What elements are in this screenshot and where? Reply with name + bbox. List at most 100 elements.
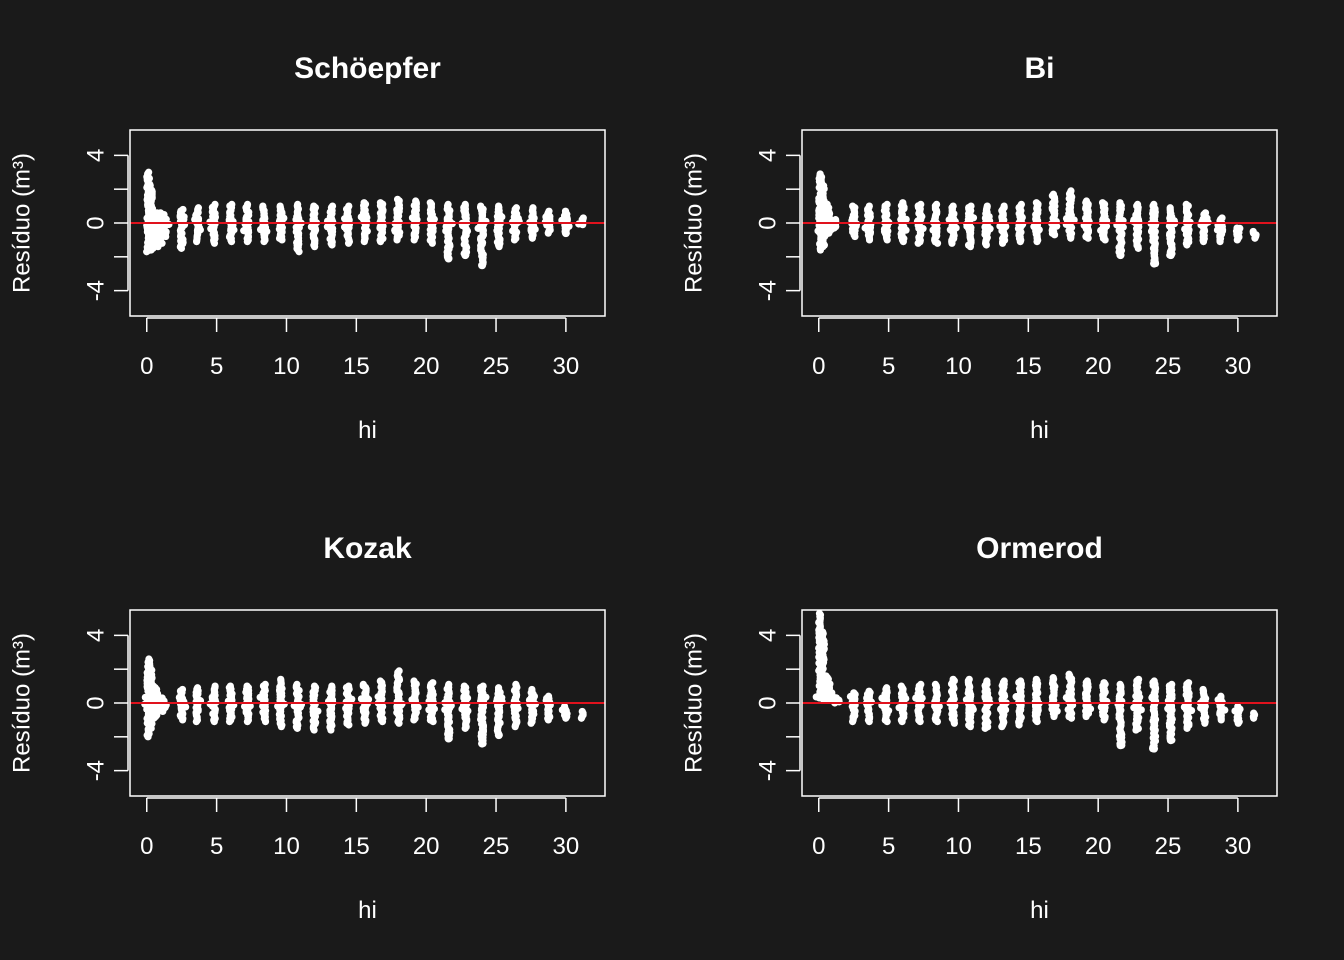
x-tick-label: 30: [1225, 833, 1252, 860]
data-point: [514, 214, 522, 222]
data-point: [310, 202, 318, 210]
x-tick-label: 5: [882, 833, 895, 860]
data-point: [902, 215, 910, 223]
data-point: [342, 704, 350, 712]
data-point: [949, 694, 958, 702]
data-point: [816, 170, 824, 178]
outlier-point: [1116, 741, 1125, 750]
data-point: [279, 215, 287, 223]
data-point: [160, 216, 168, 224]
x-tick-label: 20: [413, 353, 440, 380]
data-point: [211, 213, 220, 221]
data-point: [178, 685, 187, 694]
data-point: [1049, 190, 1058, 198]
data-point: [1116, 680, 1124, 689]
data-point: [1100, 679, 1108, 687]
data-point: [1064, 705, 1072, 714]
data-point: [1019, 220, 1027, 228]
data-point: [912, 694, 920, 702]
data-point: [1182, 200, 1190, 208]
outlier-point: [561, 229, 570, 238]
data-point: [967, 223, 975, 232]
data-point: [408, 696, 416, 704]
data-point: [410, 677, 418, 685]
data-point: [160, 210, 168, 219]
data-point: [395, 667, 403, 675]
data-point: [309, 705, 317, 713]
data-point: [348, 695, 356, 703]
data-point: [463, 227, 472, 235]
data-point: [883, 684, 891, 692]
data-point: [878, 694, 886, 702]
x-tick-label: 10: [945, 833, 972, 860]
outlier-point: [444, 734, 453, 743]
data-point: [460, 682, 468, 690]
data-point: [1165, 702, 1173, 710]
data-point: [474, 224, 482, 232]
data-point: [1000, 202, 1008, 210]
data-point: [1199, 685, 1207, 694]
panel-schoepfer: Schöepfer 0 5 10 15 20 25 30 hi -4 0 4 Resíduo (m³): [9, 52, 606, 444]
data-point: [1137, 706, 1145, 714]
outlier-point: [1150, 259, 1159, 268]
data-point: [211, 682, 219, 690]
data-point: [1032, 199, 1041, 207]
data-point: [194, 215, 202, 223]
data-point: [848, 702, 856, 710]
data-point: [1216, 224, 1224, 232]
data-point: [565, 222, 573, 230]
data-point: [897, 682, 905, 690]
data-point: [997, 705, 1005, 713]
data-point: [413, 216, 421, 224]
data-point: [1250, 709, 1258, 717]
x-tick-label: 0: [812, 353, 825, 380]
data-point: [463, 694, 472, 702]
plot-frame: [129, 129, 606, 317]
x-axis-label: hi: [358, 417, 377, 444]
data-point: [849, 202, 857, 210]
data-point: [357, 213, 365, 221]
data-point: [1166, 204, 1174, 212]
data-point: [1184, 679, 1193, 687]
x-axis: 0 5 10 15 20 25 30: [140, 797, 579, 860]
data-point: [445, 680, 453, 689]
data-point: [1130, 704, 1138, 712]
data-point: [1135, 675, 1143, 683]
data-point: [512, 204, 521, 212]
data-point: [935, 702, 943, 710]
data-point: [1083, 696, 1091, 704]
data-point: [146, 214, 154, 222]
data-point: [917, 200, 925, 208]
data-point: [1012, 693, 1020, 701]
data-point: [1135, 698, 1143, 706]
data-point: [226, 682, 234, 690]
data-point: [530, 214, 538, 222]
data-point: [865, 202, 873, 210]
data-point: [1098, 199, 1107, 207]
data-point: [363, 227, 371, 235]
x-tick-label: 15: [1015, 833, 1042, 860]
x-tick-label: 10: [945, 353, 972, 380]
data-point: [323, 223, 332, 231]
x-tick-label: 30: [1225, 353, 1252, 380]
data-point: [969, 214, 978, 222]
data-point: [825, 204, 833, 212]
x-axis-label: hi: [358, 897, 377, 924]
data-point: [360, 706, 368, 714]
data-point: [179, 205, 187, 214]
data-point: [153, 213, 161, 221]
data-point: [1214, 696, 1222, 704]
data-point: [1017, 200, 1025, 208]
data-point: [998, 215, 1006, 223]
data-point: [820, 182, 828, 190]
data-point: [531, 225, 539, 233]
x-axis-label: hi: [1030, 897, 1049, 924]
data-point: [360, 199, 368, 207]
x-tick-label: 15: [1015, 353, 1042, 380]
data-point: [426, 199, 434, 207]
data-point: [208, 693, 216, 701]
outlier-point: [1166, 736, 1175, 745]
data-point: [1062, 693, 1070, 702]
data-point: [146, 180, 154, 188]
data-point: [815, 609, 824, 617]
